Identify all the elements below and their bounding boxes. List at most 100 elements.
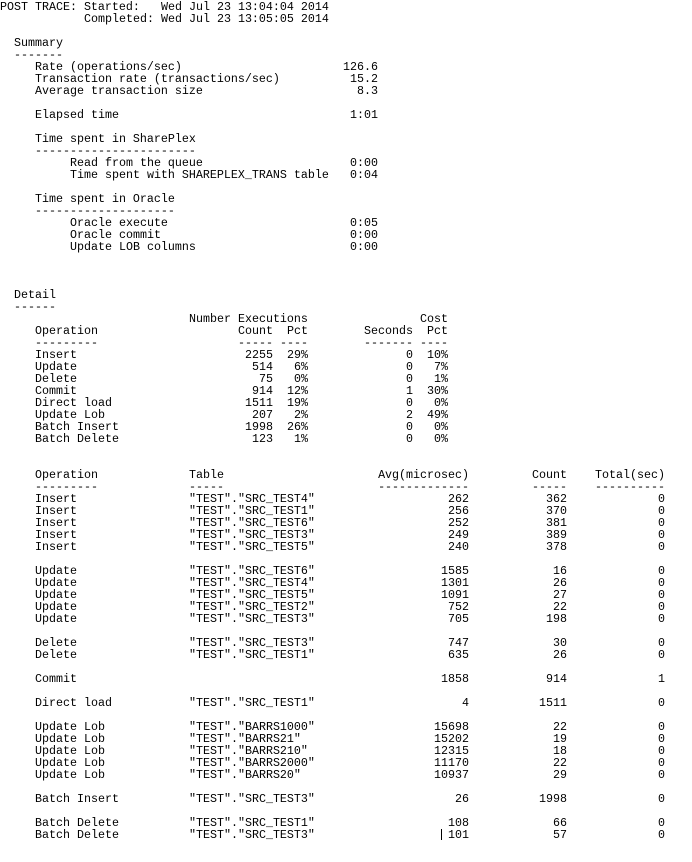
text-cursor (441, 829, 442, 840)
stats-row-table: "TEST"."BARRS20" (189, 768, 301, 782)
stats-total-headers: Total(sec) (595, 468, 665, 482)
stats-row-operation: Update (35, 600, 77, 614)
stats-row-table: "TEST"."SRC_TEST2" (189, 600, 315, 614)
elapsed-value: 1:01 (350, 108, 378, 122)
ops-row-operation: Update Lob (35, 408, 105, 422)
stats-row-count: 1511 (539, 696, 567, 710)
cost-header: Cost (420, 312, 448, 326)
ops-row-seconds: 0 (406, 372, 413, 386)
stats-row-avg: 1858 (441, 672, 469, 686)
ops-row-seconds: 0 (406, 420, 413, 434)
stats-row-avg: 752 (448, 600, 469, 614)
shareplex-item-label: Read from the queue (70, 156, 203, 170)
stats-row-table: "TEST"."BARRS21" (189, 732, 301, 746)
stats-row-operation: Update Lob (35, 768, 105, 782)
ops-row-pct: 12% (287, 384, 308, 398)
stats-row-avg: 10937 (434, 768, 469, 782)
stats-row-operation: Insert (35, 516, 77, 530)
stats-row-operation: Insert (35, 492, 77, 506)
started-value: Wed Jul 23 13:04:04 2014 (161, 0, 329, 14)
stats-row-avg: 635 (448, 648, 469, 662)
stats-row-avg: 15698 (434, 720, 469, 734)
stats-row-table: "TEST"."SRC_TEST4" (189, 576, 315, 590)
stats-row-operation: Insert (35, 504, 77, 518)
stats-row-avg: 108 (448, 816, 469, 830)
stats-row-table: "TEST"."SRC_TEST5" (189, 588, 315, 602)
shareplex-item-value: 0:00 (350, 156, 378, 170)
ops-row-cost-pct: 1% (434, 372, 448, 386)
stats-row-avg: 240 (448, 540, 469, 554)
stats-row-avg: 1585 (441, 564, 469, 578)
stats-row-total: 0 (658, 792, 665, 806)
stats-row-operation: Update (35, 564, 77, 578)
stats-row-count: 29 (553, 768, 567, 782)
executions-header: Number Executions (189, 312, 308, 326)
cost-pct-underlines: ---- (420, 336, 448, 350)
ops-row-operation: Direct load (35, 396, 112, 410)
ops-row-operation: Insert (35, 348, 77, 362)
stats-row-total: 0 (658, 696, 665, 710)
ops-row-pct: 29% (287, 348, 308, 362)
stats-row-table: "TEST"."SRC_TEST3" (189, 636, 315, 650)
ops-row-count: 1511 (245, 396, 273, 410)
stats-row-total: 0 (658, 504, 665, 518)
oracle-item-value: 0:05 (350, 216, 378, 230)
stats-row-count: 16 (553, 564, 567, 578)
seconds-underlines: ------- (364, 336, 413, 350)
stats-row-total: 0 (658, 828, 665, 842)
ops-row-operation: Commit (35, 384, 77, 398)
detail-underline: ------ (14, 300, 56, 314)
metric-label: Rate (operations/sec) (35, 60, 182, 74)
stats-row-total: 0 (658, 492, 665, 506)
stats-row-operation: Insert (35, 540, 77, 554)
ops-row-pct: 19% (287, 396, 308, 410)
stats-row-total: 0 (658, 744, 665, 758)
ops-row-count: 914 (252, 384, 273, 398)
stats-row-count: 22 (553, 720, 567, 734)
stats-row-avg: 249 (448, 528, 469, 542)
cost-pct-headers: Pct (427, 324, 448, 338)
ops-row-pct: 6% (294, 360, 308, 374)
stats-row-total: 0 (658, 720, 665, 734)
ops-row-cost-pct: 0% (434, 420, 448, 434)
completed-label: Completed: (84, 12, 154, 26)
stats-row-count: 26 (553, 576, 567, 590)
stats-row-total: 0 (658, 588, 665, 602)
stats-row-count: 26 (553, 648, 567, 662)
ops-row-cost-pct: 30% (427, 384, 448, 398)
stats-row-count: 362 (546, 492, 567, 506)
stats-row-count: 370 (546, 504, 567, 518)
oracle-item-value: 0:00 (350, 240, 378, 254)
stats-row-count: 18 (553, 744, 567, 758)
stats-row-count: 30 (553, 636, 567, 650)
ops-row-cost-pct: 10% (427, 348, 448, 362)
stats-row-avg: 252 (448, 516, 469, 530)
ops-row-pct: 26% (287, 420, 308, 434)
stats-row-avg: 256 (448, 504, 469, 518)
stats-operation-headers: Operation (35, 468, 98, 482)
stats-row-table: "TEST"."SRC_TEST1" (189, 816, 315, 830)
oracle-underline: -------------------- (35, 204, 175, 218)
stats-row-count: 27 (553, 588, 567, 602)
stats-row-table: "TEST"."SRC_TEST3" (189, 828, 315, 842)
stats-row-operation: Update (35, 612, 77, 626)
ops-row-seconds: 0 (406, 432, 413, 446)
stats-row-table: "TEST"."SRC_TEST3" (189, 792, 315, 806)
stats-row-table: "TEST"."BARRS1000" (189, 720, 315, 734)
stats-row-table: "TEST"."SRC_TEST5" (189, 540, 315, 554)
ops-row-cost-pct: 0% (434, 396, 448, 410)
stats-table-headers: Table (189, 468, 224, 482)
stats-row-operation: Update (35, 576, 77, 590)
stats-row-avg: 15202 (434, 732, 469, 746)
completed-value: Wed Jul 23 13:05:05 2014 (161, 12, 329, 26)
stats-row-total: 0 (658, 816, 665, 830)
summary-underline: ------- (14, 48, 63, 62)
oracle-item-label: Oracle commit (70, 228, 161, 242)
stats-row-count: 19 (553, 732, 567, 746)
ops-row-count: 207 (252, 408, 273, 422)
seconds-headers: Seconds (364, 324, 413, 338)
ops-row-cost-pct: 0% (434, 432, 448, 446)
stats-row-total: 0 (658, 648, 665, 662)
stats-row-avg: 705 (448, 612, 469, 626)
